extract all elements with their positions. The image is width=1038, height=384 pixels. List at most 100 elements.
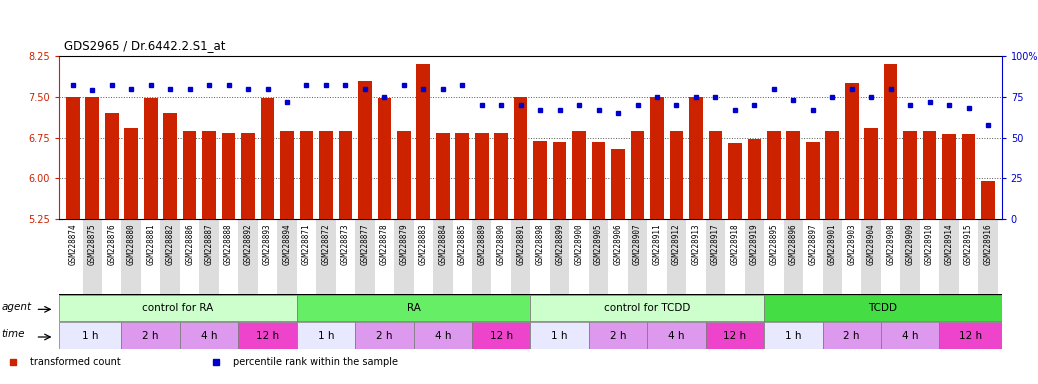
Bar [416,64,430,384]
Bar [280,131,294,384]
Bar [589,322,648,349]
Text: GSM228898: GSM228898 [536,223,545,265]
Text: 4 h: 4 h [668,331,685,341]
Bar [592,142,605,384]
Text: transformed count: transformed count [30,357,121,367]
Bar [144,98,158,384]
Text: GSM228904: GSM228904 [867,223,876,265]
Text: 12 h: 12 h [256,331,279,341]
Bar [161,219,180,294]
Bar [121,219,141,294]
Text: 2 h: 2 h [142,331,159,341]
Bar [300,131,313,384]
Bar [650,97,664,384]
Bar [764,295,1002,321]
Text: agent: agent [1,301,31,311]
Text: control for RA: control for RA [142,303,214,313]
Text: 12 h: 12 h [959,331,982,341]
Bar [920,219,939,294]
Bar [709,131,722,384]
Bar [805,142,820,384]
Bar [239,322,297,349]
Text: GSM228901: GSM228901 [827,223,837,265]
Bar [631,131,645,384]
Text: GSM228896: GSM228896 [789,223,798,265]
Bar [83,219,102,294]
Text: GSM228894: GSM228894 [282,223,292,265]
Bar [981,181,994,384]
Text: GSM228906: GSM228906 [613,223,623,265]
Text: GSM228871: GSM228871 [302,223,311,265]
Text: GSM228891: GSM228891 [516,223,525,265]
Bar [472,219,491,294]
Text: 4 h: 4 h [902,331,919,341]
Bar [648,219,666,294]
Bar [903,131,917,384]
Bar [180,322,239,349]
Bar [803,219,822,294]
Bar [550,219,570,294]
Bar [257,219,277,294]
Bar [822,322,881,349]
Text: 2 h: 2 h [609,331,626,341]
Bar [764,219,784,294]
Text: GSM228892: GSM228892 [244,223,252,265]
Bar [686,219,706,294]
Bar [589,219,608,294]
Text: 2 h: 2 h [844,331,859,341]
Bar [572,131,585,384]
Text: control for TCDD: control for TCDD [604,303,690,313]
Text: 1 h: 1 h [551,331,568,341]
Text: GSM228885: GSM228885 [458,223,467,265]
Bar [845,83,858,384]
Bar [900,219,920,294]
Bar [105,113,118,384]
Text: 1 h: 1 h [785,331,801,341]
Bar [319,131,333,384]
Bar [767,131,781,384]
Text: GSM228895: GSM228895 [769,223,778,265]
Bar [85,98,99,384]
Text: GSM228916: GSM228916 [984,223,992,265]
Bar [413,322,472,349]
Text: 4 h: 4 h [435,331,452,341]
Bar [335,219,355,294]
Bar [378,98,391,384]
Text: GSM228903: GSM228903 [847,223,856,265]
Bar [744,219,764,294]
Bar [978,219,998,294]
Text: GSM228878: GSM228878 [380,223,389,265]
Bar [881,219,900,294]
Bar [842,219,862,294]
Bar [570,219,589,294]
Bar [102,219,121,294]
Bar [121,322,180,349]
Text: GSM228899: GSM228899 [555,223,564,265]
Text: GSM228917: GSM228917 [711,223,720,265]
Text: RA: RA [407,303,420,313]
Bar [59,322,121,349]
Bar [66,97,80,384]
Bar [491,219,511,294]
Bar [862,219,881,294]
Text: GSM228912: GSM228912 [672,223,681,265]
Bar [611,149,625,384]
Bar [825,131,839,384]
Text: GSM228887: GSM228887 [204,223,214,265]
Bar [726,219,744,294]
Text: GSM228919: GSM228919 [749,223,759,265]
Text: GSM228882: GSM228882 [166,223,174,265]
Bar [297,219,317,294]
Bar [689,97,703,384]
Bar [943,134,956,384]
Text: GSM228874: GSM228874 [69,223,77,265]
Bar [706,322,764,349]
Bar [413,219,433,294]
Bar [530,322,589,349]
Bar [317,219,335,294]
Text: 1 h: 1 h [318,331,334,341]
Text: GSM228890: GSM228890 [497,223,506,265]
Bar [219,219,239,294]
Bar [628,219,648,294]
Text: GSM228876: GSM228876 [107,223,116,265]
